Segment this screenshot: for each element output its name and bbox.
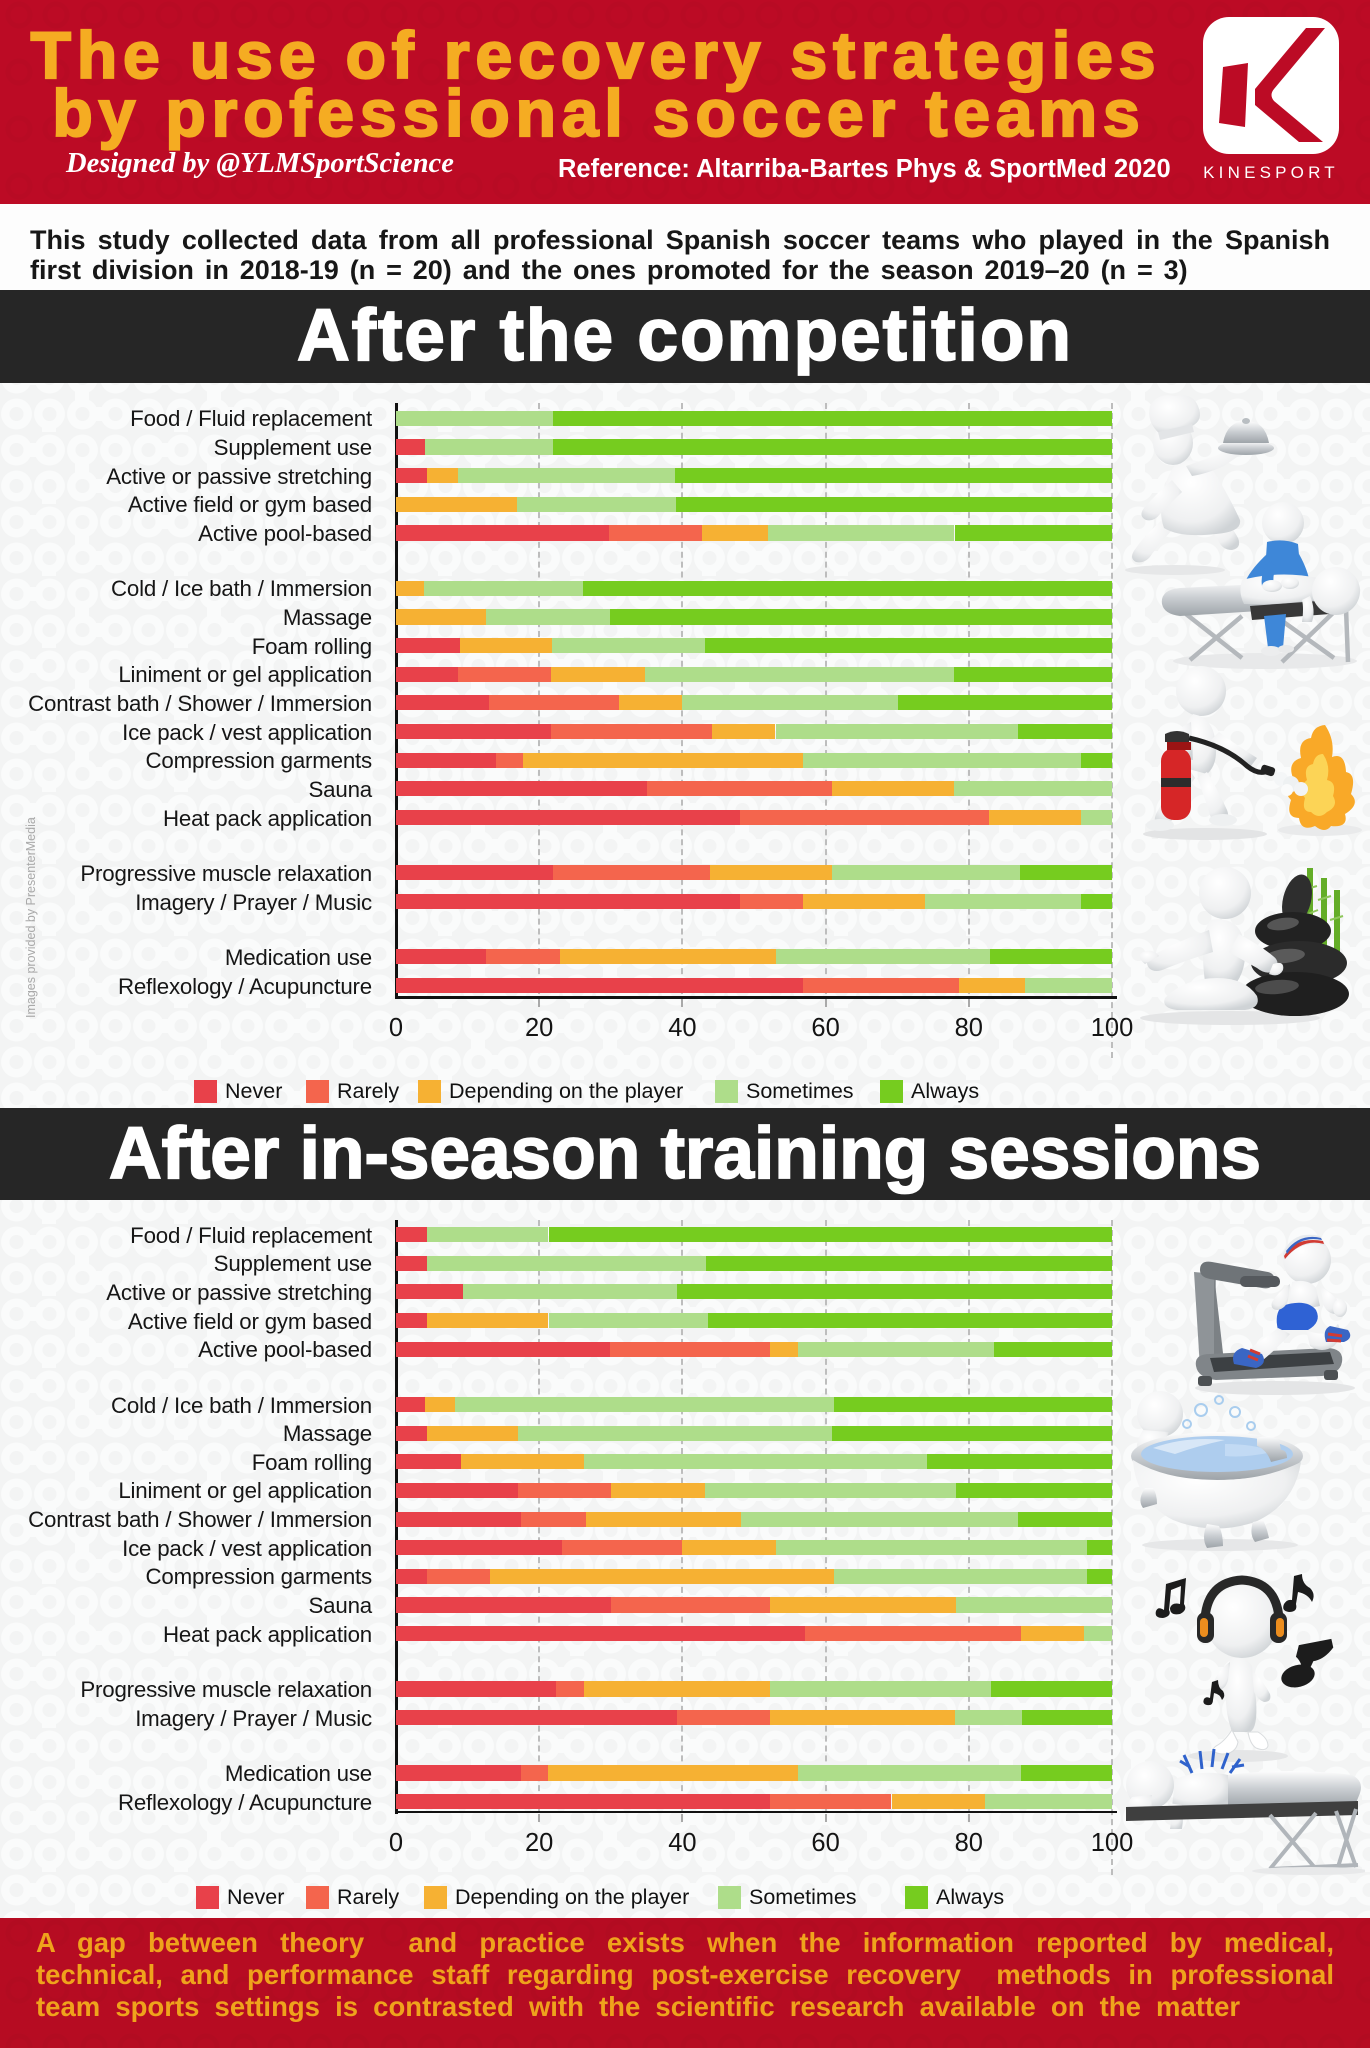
svg-text:KINESPORT: KINESPORT xyxy=(1203,163,1339,182)
